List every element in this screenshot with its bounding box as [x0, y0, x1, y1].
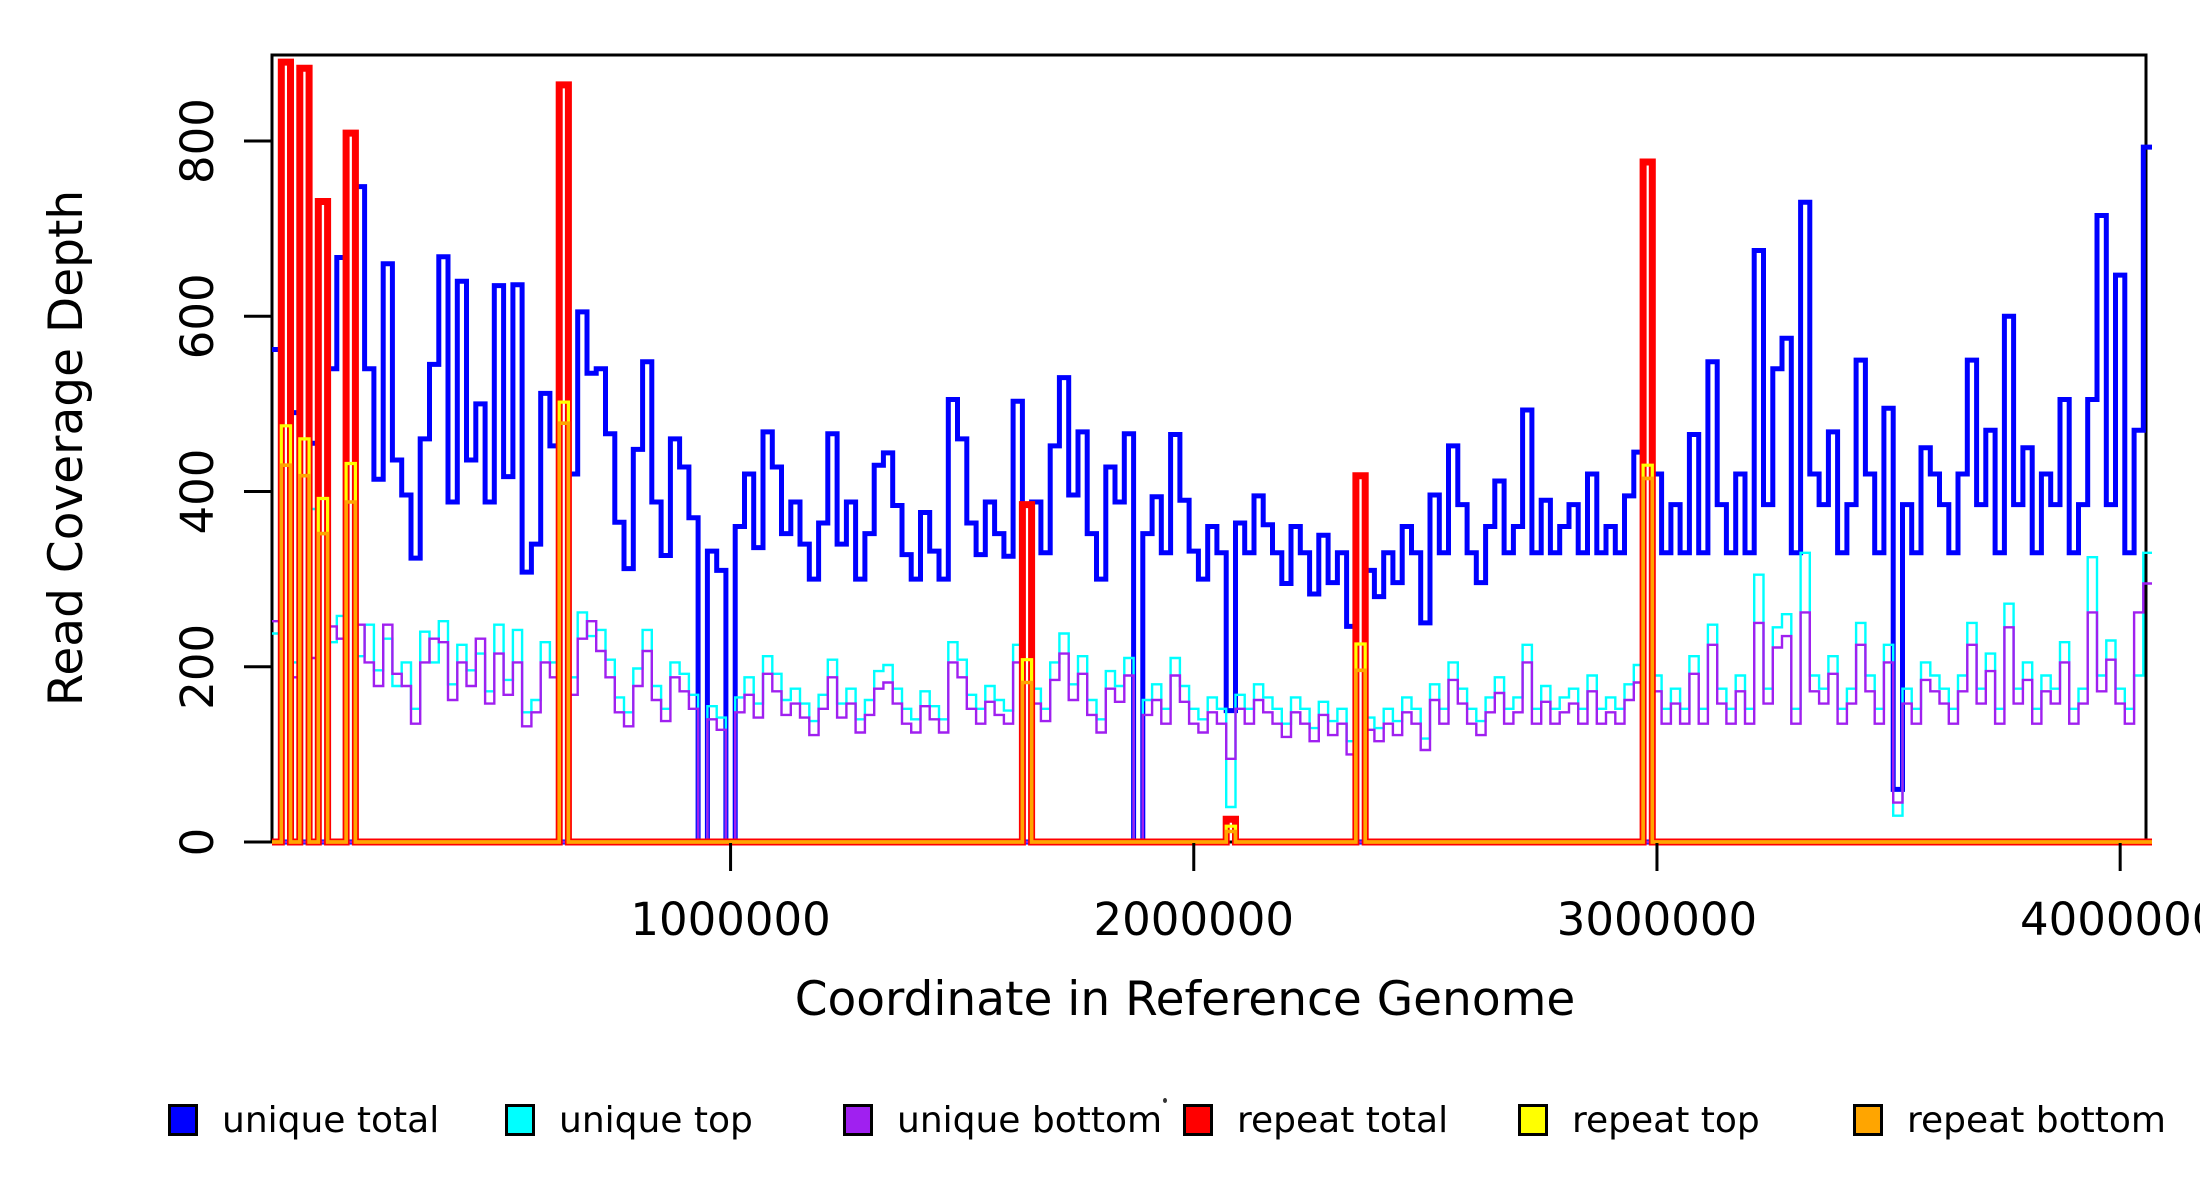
series-unique-total: [272, 144, 2152, 845]
legend-label: repeat bottom: [1907, 1099, 2166, 1141]
legend-swatch-repeat-bottom: [1853, 1104, 1883, 1136]
y-axis-ticks: 0 200 400 600 800: [171, 98, 272, 856]
y-tick-label: 200: [171, 624, 224, 710]
legend-label: repeat total: [1237, 1099, 1449, 1141]
legend-swatch-unique-bottom: [843, 1104, 873, 1136]
stray-dot-artifact: [1163, 1098, 1167, 1103]
series-unique-bottom: [272, 582, 2152, 844]
legend-label: repeat top: [1572, 1099, 1760, 1141]
y-tick-label: 400: [171, 449, 224, 535]
legend-item-unique-total: unique total: [168, 1096, 439, 1144]
legend-swatch-repeat-top: [1518, 1104, 1548, 1136]
x-tick-label: 1000000: [630, 893, 830, 946]
series-repeat-bottom: [272, 421, 2152, 844]
y-tick-label: 600: [171, 273, 224, 359]
legend-item-unique-bottom: unique bottom: [843, 1096, 1162, 1144]
y-tick-label: 0: [171, 828, 224, 857]
legend-item-repeat-bottom: repeat bottom: [1853, 1096, 2166, 1144]
legend-swatch-unique-top: [505, 1104, 535, 1136]
x-axis-title: Coordinate in Reference Genome: [795, 972, 1576, 1027]
y-axis-title: Read Coverage Depth: [39, 190, 94, 706]
legend-item-unique-top: unique top: [505, 1096, 753, 1144]
legend-swatch-unique-total: [168, 1104, 198, 1136]
data-series-layer: [272, 58, 2152, 846]
series-repeat-top: [272, 400, 2152, 844]
series-repeat-total: [272, 58, 2152, 846]
y-tick-label: 800: [171, 98, 224, 184]
legend-label: unique bottom: [897, 1099, 1163, 1141]
series-unique-top: [272, 507, 2152, 844]
legend-item-repeat-top: repeat top: [1518, 1096, 1760, 1144]
legend-label: unique total: [222, 1099, 440, 1141]
legend-item-repeat-total: repeat total: [1183, 1096, 1448, 1144]
legend-label: unique top: [559, 1099, 753, 1141]
x-tick-label: 2000000: [1094, 893, 1294, 946]
legend: unique total unique top unique bottom repea…: [0, 1096, 2200, 1166]
legend-swatch-repeat-total: [1183, 1104, 1213, 1136]
x-tick-label: 3000000: [1557, 893, 1757, 946]
